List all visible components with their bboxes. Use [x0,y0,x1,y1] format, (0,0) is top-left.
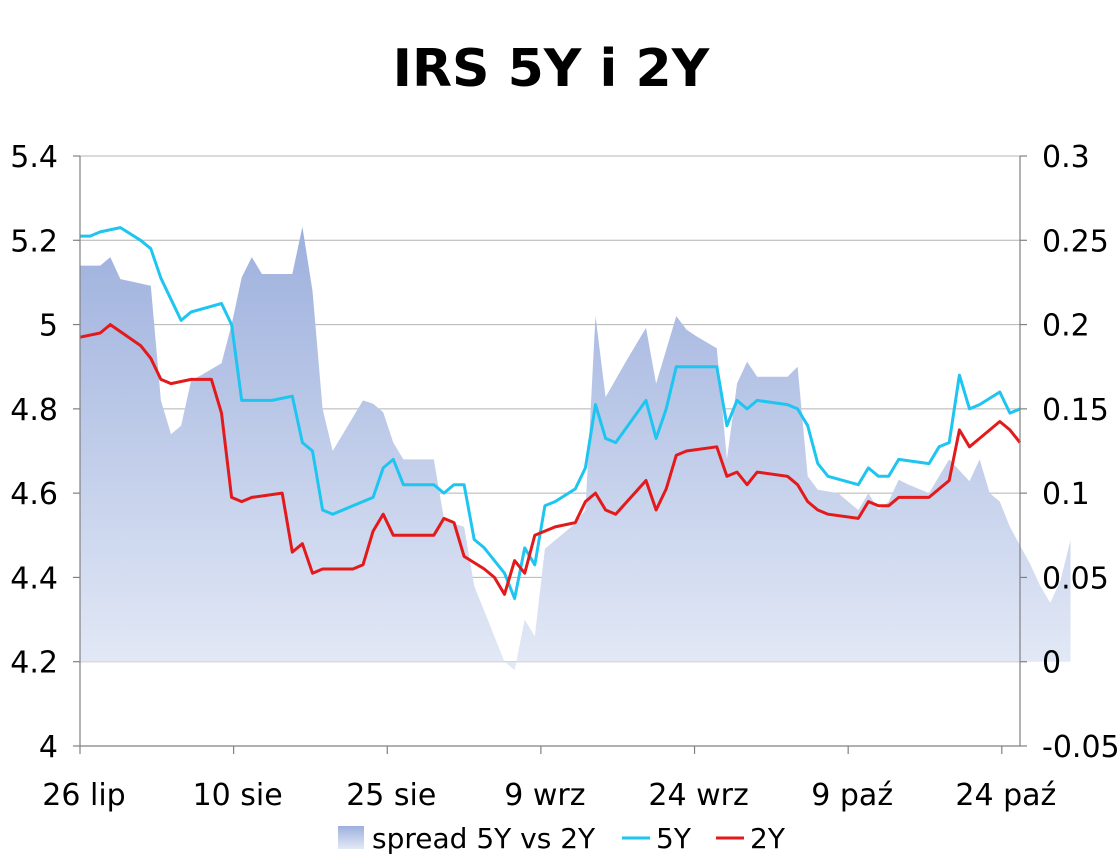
legend-swatch-spread [338,826,364,849]
series-2y-line [79,323,1022,596]
right-axis-tick-labels: 0.3 0.25 0.2 0.15 0.1 0.05 0 -0.05 [1042,140,1118,765]
legend-label-spread: spread 5Y vs 2Y [372,822,596,855]
line-layer [79,226,1022,600]
left-tick-label: 4.2 [10,646,58,681]
left-tick-label: 4.8 [10,393,58,428]
left-tick-label: 4.4 [10,561,58,596]
x-tick-label: 9 wrz [504,778,585,813]
right-tick-label: 0.05 [1042,561,1109,596]
right-tick-label: 0 [1042,646,1061,681]
left-tick-label: 4 [39,730,58,765]
left-tick-label: 5 [39,309,58,344]
legend-label-5y: 5Y [656,822,692,855]
right-tick-label: 0.1 [1042,477,1090,512]
series-5y-line [80,226,1021,600]
right-tick-label: 0.15 [1042,393,1109,428]
right-tick-label: 0.2 [1042,309,1090,344]
x-tick-label: 24 paź [955,778,1056,813]
x-tick-label: 10 sie [193,778,283,813]
legend: spread 5Y vs 2Y 5Y 2Y [338,822,786,855]
left-axis-tick-labels: 5.4 5.2 5 4.8 4.6 4.4 4.2 4 [10,140,58,765]
right-tick-label: -0.05 [1042,730,1118,765]
right-tick-label: 0.3 [1042,140,1090,175]
chart-title: IRS 5Y i 2Y [393,39,711,99]
right-tick-label: 0.25 [1042,224,1109,259]
series-spread-area [80,226,1071,671]
x-tick-label: 9 paź [811,778,893,813]
area-layer [80,226,1071,671]
left-tick-label: 4.6 [10,477,58,512]
legend-label-2y: 2Y [750,822,786,855]
x-tick-label: 25 sie [346,778,436,813]
axes [73,155,1027,754]
x-tick-label: 26 lip [42,778,125,813]
x-tick-label: 24 wrz [648,778,748,813]
left-tick-label: 5.2 [10,224,58,259]
left-tick-label: 5.4 [10,140,58,175]
x-axis-tick-labels: 26 lip 10 sie 25 sie 9 wrz 24 wrz 9 paź 24 paź [42,778,1056,813]
